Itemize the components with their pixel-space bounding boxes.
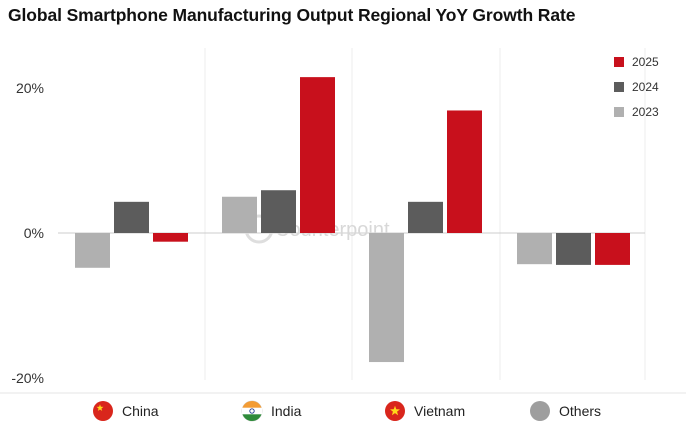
bar-india-2024 xyxy=(261,190,296,233)
china-flag-icon xyxy=(93,401,113,421)
legend-swatch-2025 xyxy=(614,57,624,67)
bar-china-2023 xyxy=(75,233,110,268)
legend-swatch-2023 xyxy=(614,107,624,117)
legend-label-2024: 2024 xyxy=(632,80,659,94)
legend-label-2025: 2025 xyxy=(632,55,659,69)
category-label-india: India xyxy=(271,403,302,419)
bar-others-2024 xyxy=(556,233,591,265)
legend-label-2023: 2023 xyxy=(632,105,659,119)
y-tick-label: 20% xyxy=(16,80,44,96)
india-flag-icon xyxy=(241,400,263,422)
bar-china-2025 xyxy=(153,233,188,242)
legend-swatch-2024 xyxy=(614,82,624,92)
y-tick-label: 0% xyxy=(24,225,44,241)
category-label-others: Others xyxy=(559,403,601,419)
y-tick-label: -20% xyxy=(11,370,44,386)
chart-title: Global Smartphone Manufacturing Output R… xyxy=(8,5,576,25)
category-label-china: China xyxy=(122,403,159,419)
bar-vietnam-2025 xyxy=(447,110,482,233)
bar-india-2025 xyxy=(300,77,335,233)
bar-vietnam-2023 xyxy=(369,233,404,363)
bar-others-2023 xyxy=(517,233,552,265)
bar-india-2023 xyxy=(222,196,257,233)
bar-vietnam-2024 xyxy=(408,201,443,233)
others-circle-icon xyxy=(530,401,550,421)
category-label-vietnam: Vietnam xyxy=(414,403,465,419)
bar-china-2024 xyxy=(114,201,149,233)
bar-others-2025 xyxy=(595,233,630,265)
vietnam-flag-icon xyxy=(385,401,405,421)
